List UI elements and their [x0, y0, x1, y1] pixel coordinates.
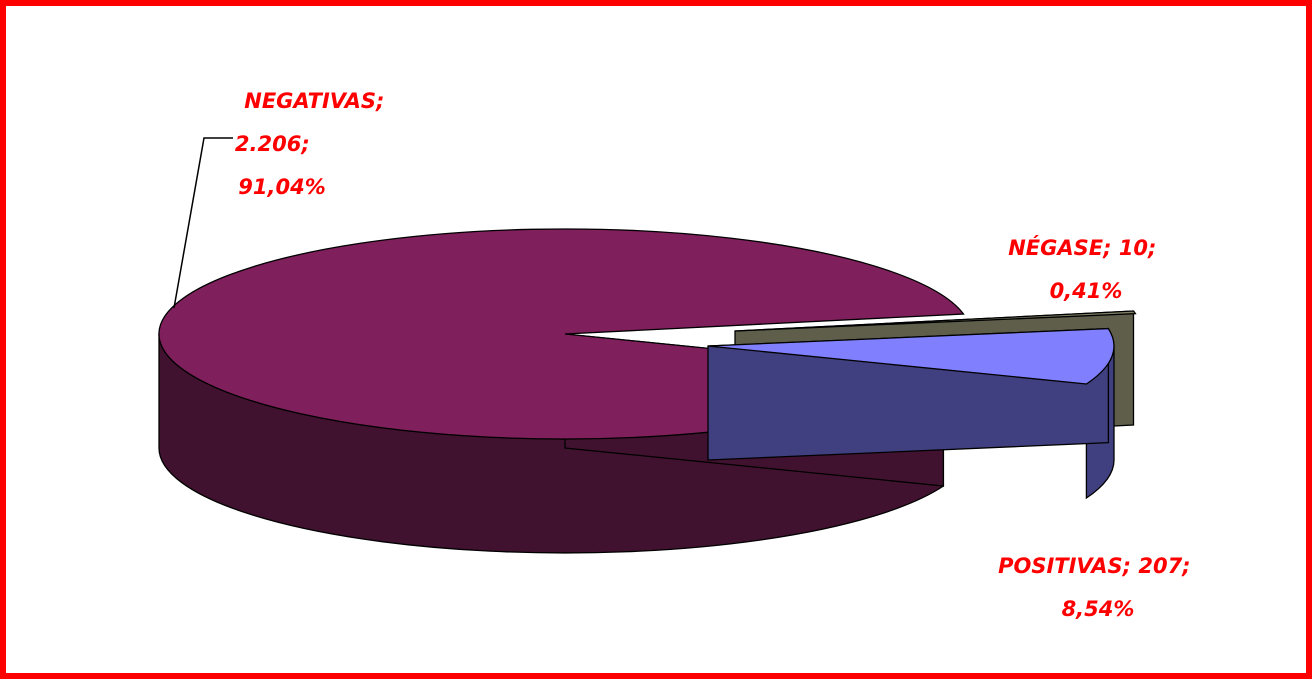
- labels-layer: NEGATIVAS; 2.206; 91,04% NÉGASE; 10; 0,4…: [173, 89, 1198, 621]
- negase-label: NÉGASE; 10; 0,41%: [1008, 235, 1164, 303]
- pie-chart: NEGATIVAS; 2.206; 91,04% NÉGASE; 10; 0,4…: [158, 89, 1198, 621]
- positivas-slice: [707, 327, 1115, 500]
- slices-layer: [158, 228, 1137, 554]
- negativas-leader-line: [173, 137, 233, 309]
- negativas-label: NEGATIVAS; 2.206; 91,04%: [235, 89, 392, 199]
- positivas-top: [707, 327, 1115, 385]
- positivas-label: POSITIVAS; 207; 8,54%: [998, 554, 1198, 621]
- negase-top: [734, 310, 1137, 332]
